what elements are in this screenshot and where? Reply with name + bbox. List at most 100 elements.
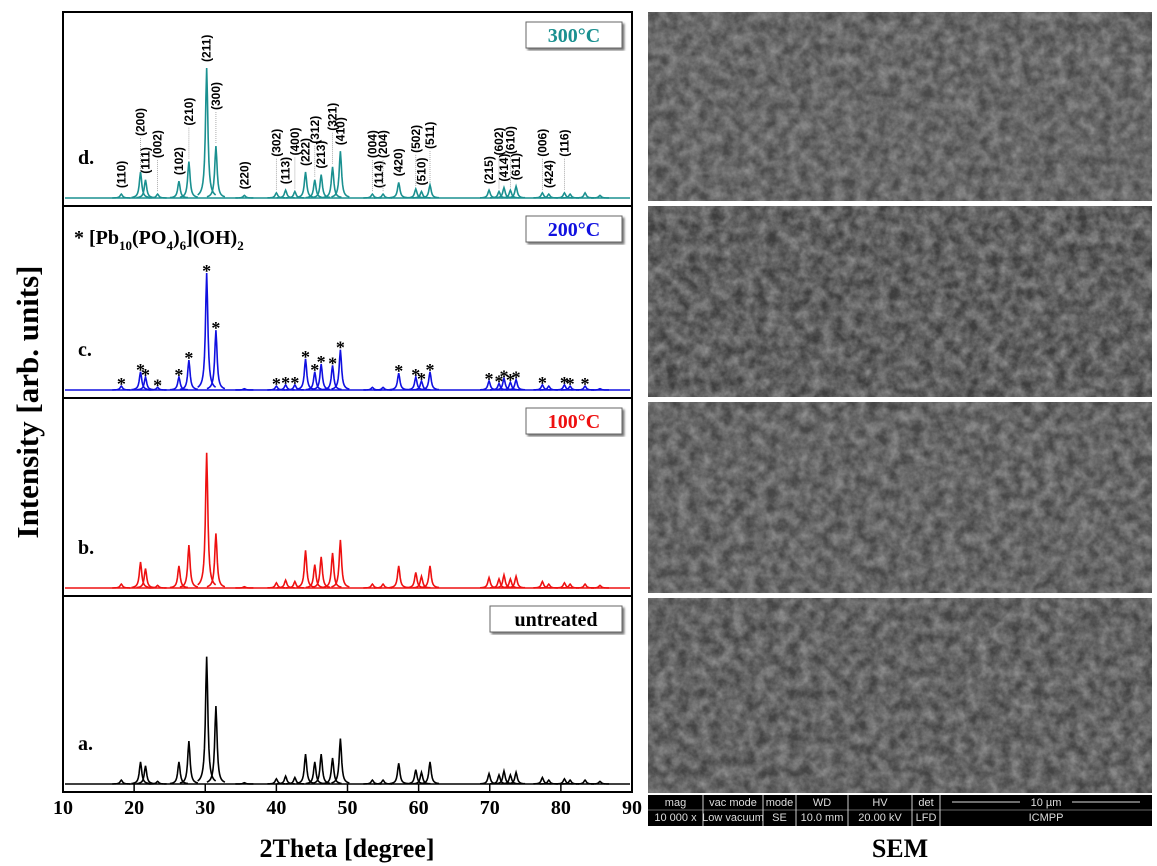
phase-star: * — [281, 373, 290, 393]
peak — [112, 582, 131, 589]
x-tick-label: 40 — [266, 797, 286, 819]
hkl-label: (004) — [365, 130, 379, 158]
peak — [148, 780, 167, 785]
panel-letter: d. — [78, 147, 94, 169]
phase-star: * — [512, 368, 521, 388]
legend-box — [489, 605, 623, 633]
peak — [374, 386, 393, 391]
peak — [420, 181, 440, 199]
info-header: WD — [813, 797, 831, 809]
peak — [507, 183, 526, 199]
annotation-part: * [Pb — [74, 227, 119, 249]
hkl-label: (424) — [542, 160, 556, 188]
hkl-label: (611) — [509, 153, 523, 180]
peak — [507, 376, 526, 391]
hkl-label: (220) — [237, 161, 251, 189]
hkl-label: (610) — [503, 126, 517, 154]
legend-box — [525, 21, 623, 49]
panel-letter: c. — [78, 339, 92, 361]
peak — [179, 741, 199, 784]
peak — [206, 705, 226, 783]
peak — [267, 581, 286, 589]
phase-star: * — [328, 353, 337, 373]
phase-star: * — [394, 361, 403, 381]
peak — [136, 765, 155, 785]
legend-entry: untreated — [515, 609, 598, 631]
hkl-label: (302) — [269, 129, 283, 157]
peak — [148, 192, 167, 199]
peak — [590, 387, 610, 391]
x-tick-label: 80 — [551, 797, 571, 819]
scale-bar-label: 10 µm — [1031, 797, 1062, 809]
peak — [285, 189, 304, 199]
peak — [312, 174, 331, 199]
hkl-label: (222) — [299, 138, 313, 166]
sem-texture — [648, 598, 1152, 793]
annotation-part: 2 — [237, 238, 244, 253]
peak — [389, 763, 408, 785]
annotation-part: 6 — [180, 238, 187, 253]
peak — [412, 573, 431, 589]
phase-star: * — [202, 261, 211, 281]
x-tick-label: 30 — [195, 797, 215, 819]
x-axis-label: 2Theta [degree] — [260, 834, 435, 863]
peak — [555, 383, 574, 391]
peak — [374, 192, 393, 199]
phase-star: * — [499, 366, 508, 386]
peak — [389, 372, 408, 391]
hkl-label: (410) — [333, 117, 347, 145]
peak — [420, 761, 440, 785]
phase-star: * — [310, 360, 319, 380]
peak — [169, 565, 189, 589]
peak — [197, 656, 217, 782]
peak — [323, 166, 342, 199]
peak — [131, 761, 150, 785]
peak — [539, 384, 558, 391]
peak — [331, 738, 350, 784]
phase-star: * — [417, 369, 426, 389]
legend-box — [525, 407, 623, 435]
peak — [206, 533, 226, 588]
phase-star: * — [560, 373, 569, 393]
peak — [501, 772, 520, 785]
phase-star: * — [136, 360, 145, 380]
phase-star: * — [538, 373, 547, 393]
peak — [148, 584, 167, 589]
phase-star: * — [301, 347, 310, 367]
phase-star: * — [485, 369, 494, 389]
peak — [305, 564, 324, 589]
peak — [169, 373, 188, 391]
sem-images — [648, 12, 1152, 826]
hkl-label: (400) — [288, 127, 302, 155]
peak — [296, 754, 315, 785]
legend-box — [525, 215, 623, 243]
annotation-part: ](OH) — [186, 227, 237, 249]
info-value: SE — [772, 812, 787, 824]
peak — [169, 180, 189, 199]
hkl-label: (111) — [139, 147, 153, 174]
peak — [374, 778, 393, 785]
peak — [112, 778, 131, 785]
peak — [131, 561, 150, 589]
peak — [389, 182, 408, 199]
info-value: 10.0 mm — [801, 812, 844, 824]
peak — [507, 769, 526, 785]
peak — [197, 272, 217, 388]
peak — [420, 371, 440, 391]
phase-star: * — [174, 365, 183, 385]
peak — [420, 565, 440, 589]
peak — [197, 452, 217, 586]
hkl-label: (213) — [314, 141, 328, 169]
peak — [235, 194, 254, 199]
hkl-label: (204) — [376, 130, 390, 158]
hkl-label: (200) — [134, 108, 148, 136]
info-header: mag — [665, 797, 686, 809]
info-header: vac mode — [709, 797, 757, 809]
peak — [331, 151, 350, 198]
peak — [576, 191, 595, 199]
peak — [305, 179, 324, 199]
hkl-label: (312) — [308, 116, 322, 144]
phase-star: * — [566, 374, 575, 394]
peak — [539, 778, 558, 785]
